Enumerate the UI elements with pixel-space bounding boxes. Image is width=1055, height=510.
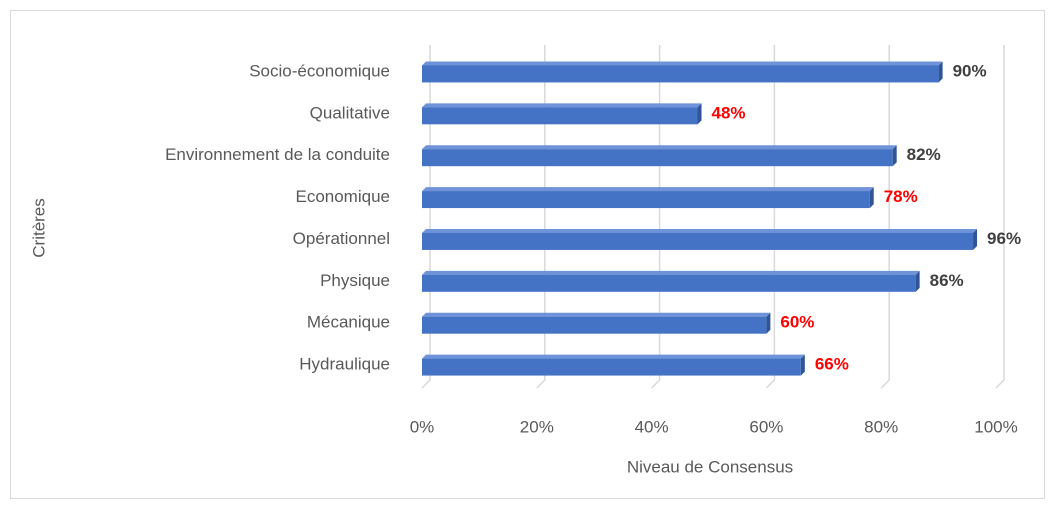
bar-side (915, 270, 920, 292)
y-tick-label: Opérationnel (293, 229, 390, 248)
bar-top (422, 270, 920, 275)
bar (422, 107, 698, 125)
bar (422, 316, 767, 334)
bar-top (422, 228, 978, 233)
x-tick-label: 20% (520, 417, 554, 436)
x-tick-label: 80% (864, 417, 898, 436)
x-tick-label: 0% (410, 417, 435, 436)
y-tick-label: Socio-économique (249, 61, 390, 80)
y-tick-label: Physique (320, 271, 390, 290)
bar-side (892, 145, 897, 167)
y-axis-title: Critères (29, 198, 48, 258)
bar (422, 191, 870, 209)
bar (422, 274, 916, 292)
value-label: 86% (930, 271, 964, 290)
value-label: 90% (953, 61, 987, 80)
value-label: 48% (712, 103, 746, 122)
y-tick-label: Mécanique (307, 313, 390, 332)
y-tick-label: Environnement de la conduite (165, 145, 390, 164)
value-label: 60% (780, 313, 814, 332)
bar-side (938, 61, 943, 83)
y-tick-label: Hydraulique (299, 355, 390, 374)
bar (422, 65, 939, 83)
bar-top (422, 61, 943, 66)
bar (422, 149, 893, 167)
x-tick-label: 100% (974, 417, 1017, 436)
y-tick-label: Economique (295, 187, 390, 206)
chart-border (10, 10, 1045, 499)
bar-top (422, 187, 874, 192)
bar-side (800, 354, 805, 376)
bar (422, 232, 974, 250)
x-axis-title: Niveau de Consensus (627, 457, 793, 476)
y-tick-label: Qualitative (310, 103, 390, 122)
x-tick-label: 60% (749, 417, 783, 436)
value-label: 82% (907, 145, 941, 164)
value-label: 96% (987, 229, 1021, 248)
grid-line (995, 45, 1005, 389)
value-label: 66% (815, 355, 849, 374)
bar-top (422, 145, 897, 150)
bar-side (869, 187, 874, 209)
bar-side (766, 312, 771, 334)
value-label: 78% (884, 187, 918, 206)
bar-side (973, 228, 978, 250)
bar-top (422, 312, 771, 317)
bar-top (422, 103, 702, 108)
bar-side (697, 103, 702, 125)
bars (422, 61, 978, 376)
bar (422, 358, 801, 376)
x-tick-label: 40% (635, 417, 669, 436)
bar-top (422, 354, 805, 359)
